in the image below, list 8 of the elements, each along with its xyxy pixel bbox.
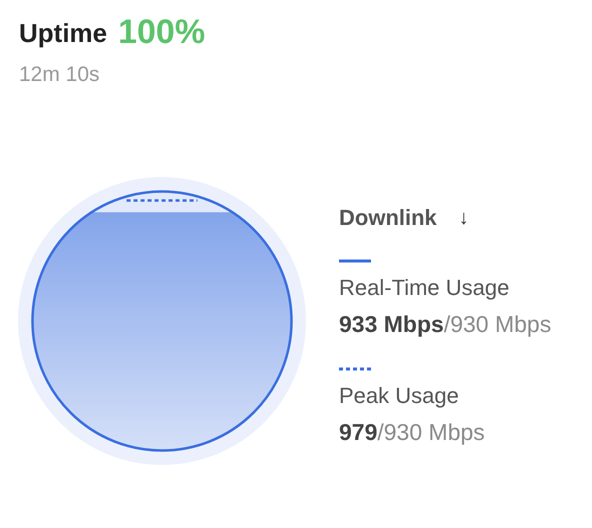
legend-label: Real-Time Usage [339,275,510,300]
text: Uptime [19,18,108,48]
text: 12m 10s [19,63,100,86]
text: 100% [118,13,206,51]
legend-label: Peak Usage [339,383,459,408]
data-label: 933 Mbps/930 Mbps [339,311,552,337]
data-label: 979/930 Mbps [339,419,485,445]
legend-title: Downlink ↓ [339,205,469,230]
